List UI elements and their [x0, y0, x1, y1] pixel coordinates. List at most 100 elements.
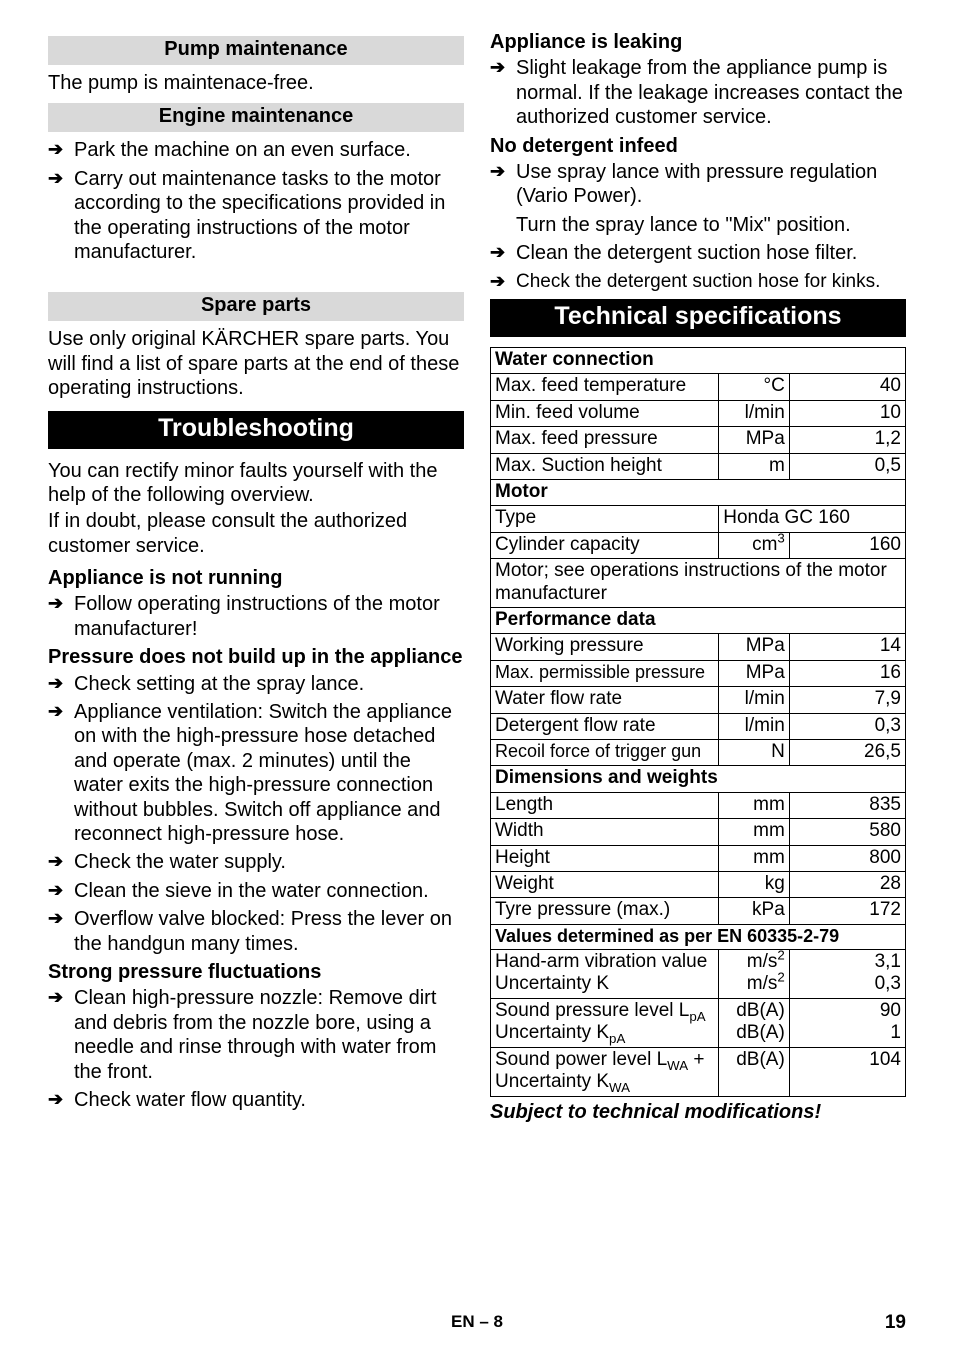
arrow-icon: ➔	[48, 986, 74, 1009]
spec-unit: dB(A)	[719, 1047, 790, 1096]
bullet-text: Appliance ventilation: Switch the applia…	[74, 700, 464, 846]
arrow-icon: ➔	[48, 592, 74, 615]
spec-label: Working pressure	[491, 634, 719, 660]
table-row: Weight kg 28	[491, 872, 906, 898]
spec-value: 104	[789, 1047, 905, 1096]
footer-code: EN – 8	[451, 1312, 503, 1332]
spec-unit: cm3	[719, 532, 790, 558]
bullet-leakage: ➔ Slight leakage from the appliance pump…	[490, 56, 906, 129]
spec-label: Detergent flow rate	[491, 713, 719, 739]
two-column-layout: Pump maintenance The pump is maintenace-…	[48, 30, 906, 1124]
table-row: Motor; see operations instructions of th…	[491, 559, 906, 608]
bullet-clean-nozzle: ➔ Clean high-pressure nozzle: Remove dir…	[48, 986, 464, 1084]
spec-label: Tyre pressure (max.)	[491, 898, 719, 924]
bullet-ventilation: ➔ Appliance ventilation: Switch the appl…	[48, 700, 464, 846]
spec-label: Sound pressure level LpA Uncertainty KpA	[491, 998, 719, 1047]
table-row: Detergent flow rate l/min 0,3	[491, 713, 906, 739]
spec-value: 26,5	[789, 740, 905, 766]
spec-value: 90 1	[789, 998, 905, 1047]
spec-unit: mm	[719, 792, 790, 818]
spec-label: Height	[491, 845, 719, 871]
table-row: Length mm 835	[491, 792, 906, 818]
left-column: Pump maintenance The pump is maintenace-…	[48, 30, 464, 1124]
heading-spare-parts: Spare parts	[48, 292, 464, 321]
table-header-water-connection: Water connection	[491, 347, 906, 373]
subheading-not-running: Appliance is not running	[48, 566, 464, 590]
spec-label: Hand-arm vibration value Uncertainty K	[491, 950, 719, 999]
text-rectify: You can rectify minor faults yourself wi…	[48, 459, 464, 508]
arrow-icon: ➔	[490, 56, 516, 79]
spec-value: Honda GC 160	[719, 506, 906, 532]
arrow-icon: ➔	[48, 700, 74, 723]
table-header-performance: Performance data	[491, 607, 906, 633]
bullet-carry-maintenance: ➔ Carry out maintenance tasks to the mot…	[48, 167, 464, 265]
spec-unit: kPa	[719, 898, 790, 924]
arrow-icon: ➔	[48, 1088, 74, 1111]
bullet-check-kinks: ➔ Check the detergent suction hose for k…	[490, 270, 906, 293]
table-row: Max. permissible pressure MPa 16	[491, 660, 906, 686]
spec-unit: l/min	[719, 687, 790, 713]
bullet-text: Use spray lance with pressure regulation…	[516, 160, 906, 209]
table-row: Max. Suction height m 0,5	[491, 453, 906, 479]
table-row: Max. feed temperature °C 40	[491, 374, 906, 400]
spec-label: Water flow rate	[491, 687, 719, 713]
heading-tech-spec: Technical specifications	[490, 299, 906, 337]
spec-value: 800	[789, 845, 905, 871]
bullet-use-spray-lance: ➔ Use spray lance with pressure regulati…	[490, 160, 906, 209]
spec-label: Cylinder capacity	[491, 532, 719, 558]
table-header-motor: Motor	[491, 479, 906, 505]
spec-label: Width	[491, 819, 719, 845]
spec-label: Weight	[491, 872, 719, 898]
bullet-text: Clean high-pressure nozzle: Remove dirt …	[74, 986, 464, 1084]
text-pump-free: The pump is maintenace-free.	[48, 71, 464, 95]
spec-value: 40	[789, 374, 905, 400]
bullet-check-water-supply: ➔ Check the water supply.	[48, 850, 464, 874]
heading-pump-maintenance: Pump maintenance	[48, 36, 464, 65]
subheading-leaking: Appliance is leaking	[490, 30, 906, 54]
arrow-icon: ➔	[48, 138, 74, 161]
bullet-follow-instructions: ➔ Follow operating instructions of the m…	[48, 592, 464, 641]
spec-label: Sound power level LWA + Uncertainty KWA	[491, 1047, 719, 1096]
bullet-text: Check the water supply.	[74, 850, 464, 874]
spec-unit: m	[719, 453, 790, 479]
table-row: Max. feed pressure MPa 1,2	[491, 427, 906, 453]
bullet-clean-sieve: ➔ Clean the sieve in the water connectio…	[48, 879, 464, 903]
spec-value: 7,9	[789, 687, 905, 713]
table-row: Min. feed volume l/min 10	[491, 400, 906, 426]
table-header-en-values: Values determined as per EN 60335-2-79	[491, 924, 906, 949]
bullet-text: Check water flow quantity.	[74, 1088, 464, 1112]
spec-unit: MPa	[719, 427, 790, 453]
arrow-icon: ➔	[48, 167, 74, 190]
subheading-no-detergent: No detergent infeed	[490, 134, 906, 158]
text-doubt: If in doubt, please consult the authoriz…	[48, 509, 464, 558]
spec-value: 3,1 0,3	[789, 950, 905, 999]
subheading-no-pressure: Pressure does not build up in the applia…	[48, 645, 464, 669]
bullet-text: Check the detergent suction hose for kin…	[516, 270, 906, 293]
spec-unit: dB(A) dB(A)	[719, 998, 790, 1047]
spec-label: Max. permissible pressure	[491, 660, 719, 686]
table-row: Type Honda GC 160	[491, 506, 906, 532]
bullet-text: Carry out maintenance tasks to the motor…	[74, 167, 464, 265]
table-header-dimensions: Dimensions and weights	[491, 766, 906, 792]
right-column: Appliance is leaking ➔ Slight leakage fr…	[490, 30, 906, 1124]
spec-label: Recoil force of trigger gun	[491, 740, 719, 766]
spec-value: 10	[789, 400, 905, 426]
spec-value: 580	[789, 819, 905, 845]
arrow-icon: ➔	[48, 672, 74, 695]
page: Pump maintenance The pump is maintenace-…	[0, 0, 954, 1354]
spec-label: Type	[491, 506, 719, 532]
bullet-check-flow-qty: ➔ Check water flow quantity.	[48, 1088, 464, 1112]
spec-value: 16	[789, 660, 905, 686]
spec-value: 1,2	[789, 427, 905, 453]
spec-table: Water connection Max. feed temperature °…	[490, 347, 906, 1097]
spec-unit: N	[719, 740, 790, 766]
spec-unit: °C	[719, 374, 790, 400]
arrow-icon: ➔	[48, 907, 74, 930]
bullet-text: Clean the sieve in the water connection.	[74, 879, 464, 903]
table-row: Sound power level LWA + Uncertainty KWA …	[491, 1047, 906, 1096]
bullet-text: Overflow valve blocked: Press the lever …	[74, 907, 464, 956]
spec-unit: mm	[719, 819, 790, 845]
bullet-text: Follow operating instructions of the mot…	[74, 592, 464, 641]
spec-value: 160	[789, 532, 905, 558]
bullet-overflow-valve: ➔ Overflow valve blocked: Press the leve…	[48, 907, 464, 956]
